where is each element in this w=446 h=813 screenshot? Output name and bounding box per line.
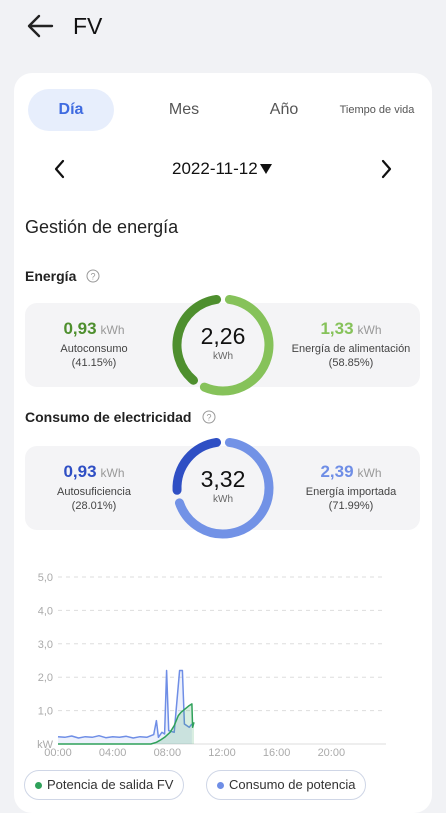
alimentacion-unit: kWh <box>357 323 382 337</box>
legend-label: Potencia de salida FV <box>47 777 174 792</box>
alimentacion-label: Energía de alimentación <box>291 343 411 355</box>
consumo-ring-chart: 3,32 kWh <box>171 436 275 540</box>
tab-mes[interactable]: Mes <box>168 101 200 118</box>
energia-ring-chart: 2,26 kWh <box>171 293 275 397</box>
alimentacion-value: 1,33 <box>320 319 354 338</box>
x-tick-label: 16:00 <box>263 747 291 757</box>
importada-ring-segment <box>174 437 274 539</box>
y-tick-label: 5,0 <box>38 572 53 584</box>
help-icon[interactable]: ? <box>202 410 216 424</box>
section-title: Gestión de energía <box>25 217 179 237</box>
x-tick-label: 00:00 <box>44 747 72 757</box>
energia-title: Energía <box>25 268 77 284</box>
x-tick-label: 04:00 <box>99 747 127 757</box>
back-arrow-icon[interactable] <box>24 10 58 42</box>
potencia-fv-area <box>58 703 194 744</box>
autosuficiencia-stat: 0,93 kWh Autosuficiencia (28.01%) <box>25 446 163 512</box>
svg-text:?: ? <box>90 272 95 282</box>
tab-ano[interactable]: Año <box>269 101 299 118</box>
energia-ring-svg <box>172 294 274 396</box>
y-tick-label: 1,0 <box>38 706 53 718</box>
help-icon[interactable]: ? <box>86 269 100 283</box>
alimentacion-pct: (58.85%) <box>328 357 374 369</box>
importada-value: 2,39 <box>320 462 354 481</box>
autosuficiencia-unit: kWh <box>100 466 125 480</box>
svg-text:?: ? <box>206 413 211 423</box>
y-tick-label: kW <box>37 739 54 751</box>
legend-potencia-fv[interactable]: Potencia de salida FV <box>24 770 185 800</box>
power-chart[interactable]: kW 1,0 2,0 3,0 4,0 5,0 00:00 04:00 08:00 12:00 16:… <box>14 557 432 759</box>
importada-label: Energía importada <box>305 486 397 498</box>
importada-stat: 2,39 kWh Energía importada (71.99%) <box>282 446 420 512</box>
date-selector: 2022-11-12 <box>14 153 432 185</box>
page-title: FV <box>73 13 103 39</box>
potencia-fv-line <box>58 703 195 745</box>
tab-tiempo-de-vida[interactable]: Tiempo de vida <box>339 104 415 116</box>
autosuficiencia-pct: (28.01%) <box>71 500 117 512</box>
energy-card: Día Mes Año Tiempo de vida 2022-11-12 Ge… <box>14 73 432 813</box>
autoconsumo-value: 0,93 <box>63 319 97 338</box>
x-tick-label: 08:00 <box>154 747 182 757</box>
importada-pct: (71.99%) <box>328 500 374 512</box>
autoconsumo-unit: kWh <box>100 323 125 337</box>
autosuficiencia-value: 0,93 <box>63 462 97 481</box>
date-value[interactable]: 2022-11-12 <box>172 159 258 178</box>
consumo-line <box>57 669 193 739</box>
energia-total-value: 2,26 <box>200 323 246 349</box>
x-tick-label: 12:00 <box>208 747 236 757</box>
alimentacion-ring-segment <box>199 294 274 396</box>
autoconsumo-stat: 0,93 kWh Autoconsumo (41.15%) <box>25 303 163 369</box>
legend-dot-green <box>35 782 42 789</box>
energia-total-unit: kWh <box>213 351 233 362</box>
legend-dot-blue <box>217 782 224 789</box>
power-chart-svg: kW 1,0 2,0 3,0 4,0 5,0 00:00 04:00 08:00 12:00 16:… <box>37 572 386 759</box>
y-tick-label: 3,0 <box>38 639 53 651</box>
period-tabs: Día Mes Año Tiempo de vida <box>28 89 420 131</box>
consumo-total-value: 3,32 <box>200 466 246 492</box>
energia-summary: 0,93 kWh Autoconsumo (41.15%) 2,26 kWh 1,… <box>25 294 420 396</box>
consumo-total-unit: kWh <box>213 494 233 505</box>
consumo-summary: 0,93 kWh Autosuficiencia (28.01%) 3,32 kW… <box>25 437 420 539</box>
alimentacion-stat: 1,33 kWh Energía de alimentación (58.85%) <box>282 303 420 369</box>
importada-unit: kWh <box>357 466 382 480</box>
chevron-left-icon[interactable] <box>48 157 72 181</box>
autoconsumo-pct: (41.15%) <box>71 357 117 369</box>
tab-dia[interactable]: Día <box>28 89 114 131</box>
autosuficiencia-label: Autosuficiencia <box>57 486 131 498</box>
legend-consumo-potencia[interactable]: Consumo de potencia <box>206 770 367 800</box>
x-tick-label: 20:00 <box>318 747 346 757</box>
autoconsumo-ring-segment <box>172 294 222 385</box>
legend-label: Consumo de potencia <box>229 777 356 792</box>
consumo-ring-svg <box>172 437 274 539</box>
caret-down-icon[interactable] <box>260 164 272 174</box>
chevron-right-icon[interactable] <box>374 157 398 181</box>
autosuficiencia-ring-segment <box>172 437 222 495</box>
autoconsumo-label: Autoconsumo <box>60 343 128 355</box>
app-header: FV <box>0 0 446 56</box>
consumo-title: Consumo de electricidad <box>25 409 192 425</box>
y-tick-label: 4,0 <box>38 605 53 617</box>
y-tick-label: 2,0 <box>38 672 53 684</box>
